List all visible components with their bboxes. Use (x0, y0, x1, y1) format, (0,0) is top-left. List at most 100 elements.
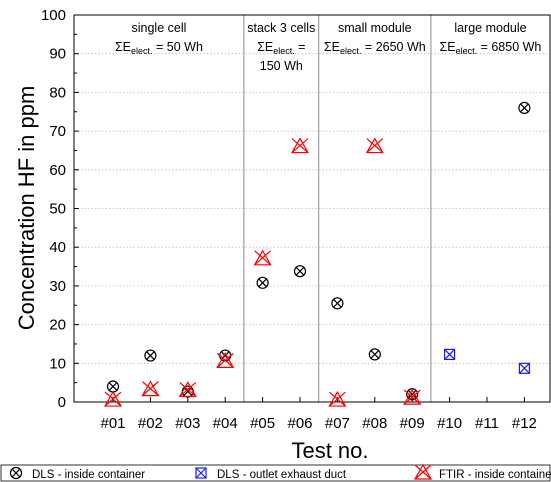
legend-marker (195, 467, 207, 479)
marker-triangle (178, 381, 197, 397)
marker-triangle (141, 380, 160, 397)
legend-label: FTIR - inside containe (439, 469, 551, 481)
data-point (103, 390, 123, 407)
legend-box (0, 464, 551, 482)
marker-square (444, 348, 456, 360)
marker-circle (331, 297, 344, 310)
marker-circle (518, 101, 531, 114)
x-tick-label: #07 (325, 415, 350, 432)
x-tick-label: #04 (213, 415, 238, 432)
x-tick-label: #06 (287, 415, 312, 432)
data-point (328, 390, 347, 407)
group-name: stack 3 cells (247, 21, 315, 35)
y-tick-label: 30 (49, 278, 66, 295)
group-name: small module (338, 21, 412, 35)
data-point (368, 348, 381, 361)
data-markers (103, 101, 531, 407)
y-axis: 0 10 20 30 40 50 60 70 80 90 100 (41, 7, 79, 411)
marker-cross (329, 391, 346, 407)
marker-cross (518, 362, 530, 374)
marker-cross (407, 389, 417, 399)
marker-cross (414, 464, 432, 480)
marker-cross (291, 138, 309, 154)
group-separators (243, 15, 432, 402)
marker-circle (368, 348, 381, 361)
marker-square (195, 467, 207, 479)
x-axis-label: Test no. (291, 438, 368, 463)
marker-circle (9, 466, 23, 480)
legend-marker (413, 463, 433, 480)
data-point (290, 137, 310, 154)
x-tick-label: #09 (400, 415, 425, 432)
marker-cross (295, 266, 305, 276)
x-tick-label: #05 (250, 415, 275, 432)
group-energy-cont: 150 Wh (260, 59, 303, 73)
marker-triangle (216, 352, 235, 368)
data-point (406, 388, 419, 401)
y-tick-label: 50 (49, 201, 66, 218)
marker-cross (366, 138, 384, 154)
marker-cross (183, 387, 193, 396)
marker-triangle (413, 463, 433, 480)
y-tick-label: 100 (41, 7, 66, 24)
group-energy: ΣEelect. = 2650 Wh (324, 40, 426, 56)
x-tick-label: #02 (138, 415, 163, 432)
marker-cross (333, 298, 342, 308)
y-tick-label: 90 (49, 46, 66, 63)
marker-cross (11, 468, 21, 478)
marker-cross (142, 381, 159, 397)
x-tick-label: #11 (475, 415, 499, 432)
data-point (106, 380, 120, 393)
data-point (518, 362, 531, 374)
marker-circle (293, 265, 307, 278)
marker-cross (403, 389, 421, 405)
data-point (144, 349, 157, 362)
marker-cross (108, 382, 118, 391)
x-tick-label: #01 (100, 415, 125, 432)
data-point (365, 137, 384, 154)
group-name: large module (454, 21, 526, 35)
legend-label: DLS - inside container (32, 469, 145, 481)
y-tick-label: 80 (49, 84, 66, 101)
marker-cross (216, 352, 234, 368)
marker-square (518, 362, 531, 374)
x-tick-label: #10 (437, 415, 462, 432)
x-tick-label: #12 (512, 415, 537, 432)
marker-triangle (290, 137, 310, 154)
data-point (331, 297, 344, 310)
data-point (141, 380, 160, 397)
legend-marker (9, 466, 23, 480)
data-point (256, 276, 269, 289)
marker-circle (144, 349, 157, 362)
x-axis: #01 #02 #03 #04 #05 #06 #07 #08 #09 #10 #11 #12 (100, 397, 537, 432)
grid-lines (74, 53, 550, 364)
data-point (253, 249, 272, 266)
data-point (181, 385, 194, 398)
y-tick-label: 60 (49, 162, 66, 179)
marker-cross (258, 278, 267, 288)
group-name: single cell (132, 21, 187, 35)
marker-cross (370, 350, 380, 359)
group-energy: ΣEelect. = (257, 40, 305, 56)
data-point (216, 352, 235, 368)
marker-triangle (253, 249, 272, 266)
data-point (444, 348, 456, 360)
group-energy: ΣEelect. = 50 Wh (115, 40, 203, 56)
marker-triangle (328, 390, 347, 407)
group-annotations: single cell ΣEelect. = 50 Wh stack 3 cells… (115, 21, 541, 73)
marker-triangle (403, 388, 422, 405)
data-point (178, 381, 197, 397)
marker-cross (520, 103, 529, 113)
marker-circle (406, 388, 419, 401)
y-tick-label: 70 (49, 123, 66, 140)
x-tick-label: #03 (175, 415, 200, 432)
group-energy: ΣEelect. = 6850 Wh (440, 40, 542, 56)
legend: DLS - inside container DLS - outlet exhau… (9, 463, 551, 481)
marker-cross (254, 250, 271, 266)
marker-triangle (103, 390, 123, 407)
marker-cross (146, 351, 155, 360)
marker-cross (104, 391, 122, 407)
y-tick-label: 0 (58, 394, 66, 411)
data-point (293, 265, 307, 278)
